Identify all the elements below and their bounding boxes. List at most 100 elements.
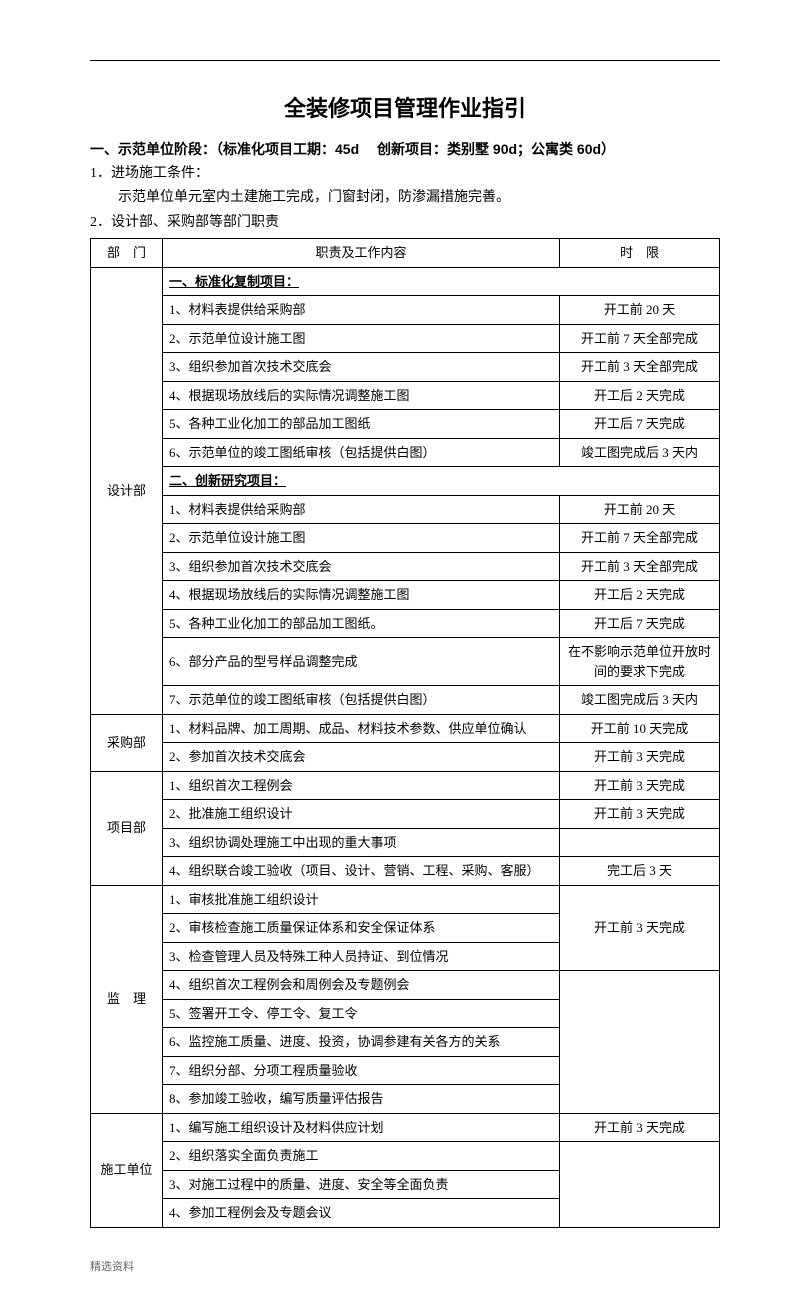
time-cell: 开工前 3 天完成 xyxy=(560,771,720,800)
table-row: 2、组织落实全面负责施工 xyxy=(91,1142,720,1171)
time-cell: 开工后 2 天完成 xyxy=(560,381,720,410)
time-cell: 开工后 7 天完成 xyxy=(560,609,720,638)
page-title: 全装修项目管理作业指引 xyxy=(90,91,720,123)
dept-cell-xiangmu: 项目部 xyxy=(91,771,163,885)
line-1b: 示范单位单元室内土建施工完成，门窗封闭，防渗漏措施完善。 xyxy=(90,187,720,209)
time-cell: 竣工图完成后 3 天内 xyxy=(560,438,720,467)
time-cell: 开工前 3 天全部完成 xyxy=(560,353,720,382)
table-row: 采购部 1、材料品牌、加工周期、成品、材料技术参数、供应单位确认开工前 10 天… xyxy=(91,714,720,743)
time-cell: 开工前 7 天全部完成 xyxy=(560,524,720,553)
table-row: 4、根据现场放线后的实际情况调整施工图开工后 2 天完成 xyxy=(91,581,720,610)
table-row: 二、创新研究项目： xyxy=(91,467,720,496)
table-row: 设计部 一、标准化复制项目： xyxy=(91,267,720,296)
duty-cell: 1、材料表提供给采购部 xyxy=(163,296,560,325)
time-cell: 竣工图完成后 3 天内 xyxy=(560,686,720,715)
time-cell: 开工前 7 天全部完成 xyxy=(560,324,720,353)
time-cell: 开工前 3 天完成 xyxy=(560,800,720,829)
duty-cell: 8、参加竣工验收，编写质量评估报告 xyxy=(163,1085,560,1114)
table-row: 6、部分产品的型号样品调整完成在不影响示范单位开放时间的要求下完成 xyxy=(91,638,720,686)
duty-cell: 4、参加工程例会及专题会议 xyxy=(163,1199,560,1228)
duty-cell: 6、监控施工质量、进度、投资，协调参建有关各方的关系 xyxy=(163,1028,560,1057)
time-cell: 开工前 3 天全部完成 xyxy=(560,552,720,581)
duty-cell: 1、材料品牌、加工周期、成品、材料技术参数、供应单位确认 xyxy=(163,714,560,743)
duty-cell: 2、批准施工组织设计 xyxy=(163,800,560,829)
duty-cell: 1、审核批准施工组织设计 xyxy=(163,885,560,914)
table-row: 7、示范单位的竣工图纸审核（包括提供白图）竣工图完成后 3 天内 xyxy=(91,686,720,715)
table-row: 5、各种工业化加工的部品加工图纸开工后 7 天完成 xyxy=(91,410,720,439)
top-rule xyxy=(90,60,720,61)
duty-cell: 4、根据现场放线后的实际情况调整施工图 xyxy=(163,381,560,410)
table-header-row: 部 门 职责及工作内容 时 限 xyxy=(91,239,720,268)
table-row: 2、示范单位设计施工图开工前 7 天全部完成 xyxy=(91,324,720,353)
time-cell: 开工后 2 天完成 xyxy=(560,581,720,610)
subhead-1: 一、标准化复制项目： xyxy=(163,267,720,296)
time-cell: 开工前 10 天完成 xyxy=(560,714,720,743)
line-1: 1．进场施工条件： xyxy=(90,163,720,185)
duty-cell: 2、示范单位设计施工图 xyxy=(163,324,560,353)
table-row: 5、各种工业化加工的部品加工图纸。开工后 7 天完成 xyxy=(91,609,720,638)
time-cell: 在不影响示范单位开放时间的要求下完成 xyxy=(560,638,720,686)
duty-cell: 6、示范单位的竣工图纸审核（包括提供白图） xyxy=(163,438,560,467)
table-row: 2、参加首次技术交底会开工前 3 天完成 xyxy=(91,743,720,772)
duty-cell: 5、签署开工令、停工令、复工令 xyxy=(163,999,560,1028)
duty-cell: 5、各种工业化加工的部品加工图纸 xyxy=(163,410,560,439)
document-page: 全装修项目管理作业指引 一、示范单位阶段：（标准化项目工期：45d 创新项目：类… xyxy=(0,0,800,1314)
duty-cell: 7、示范单位的竣工图纸审核（包括提供白图） xyxy=(163,686,560,715)
duty-cell: 3、组织参加首次技术交底会 xyxy=(163,353,560,382)
duty-cell: 5、各种工业化加工的部品加工图纸。 xyxy=(163,609,560,638)
duty-cell: 2、组织落实全面负责施工 xyxy=(163,1142,560,1171)
dept-cell-shigong: 施工单位 xyxy=(91,1113,163,1227)
duty-cell: 1、组织首次工程例会 xyxy=(163,771,560,800)
time-cell xyxy=(560,971,720,1114)
duty-cell: 4、组织联合竣工验收（项目、设计、营销、工程、采购、客服） xyxy=(163,857,560,886)
time-cell: 完工后 3 天 xyxy=(560,857,720,886)
time-cell: 开工前 3 天完成 xyxy=(560,743,720,772)
duty-cell: 2、参加首次技术交底会 xyxy=(163,743,560,772)
table-row: 监 理 1、审核批准施工组织设计 开工前 3 天完成 xyxy=(91,885,720,914)
duty-cell: 2、审核检查施工质量保证体系和安全保证体系 xyxy=(163,914,560,943)
time-cell: 开工前 20 天 xyxy=(560,296,720,325)
table-row: 3、组织参加首次技术交底会开工前 3 天全部完成 xyxy=(91,353,720,382)
duty-cell: 7、组织分部、分项工程质量验收 xyxy=(163,1056,560,1085)
th-time: 时 限 xyxy=(560,239,720,268)
th-dept: 部 门 xyxy=(91,239,163,268)
responsibility-table: 部 门 职责及工作内容 时 限 设计部 一、标准化复制项目： 1、材料表提供给采… xyxy=(90,238,720,1228)
table-row: 3、组织协调处理施工中出现的重大事项 xyxy=(91,828,720,857)
duty-cell: 2、示范单位设计施工图 xyxy=(163,524,560,553)
duty-cell: 3、对施工过程中的质量、进度、安全等全面负责 xyxy=(163,1170,560,1199)
subhead-2-text: 二、创新研究项目： xyxy=(169,473,286,488)
dept-cell-caigou: 采购部 xyxy=(91,714,163,771)
dept-cell-jianli: 监 理 xyxy=(91,885,163,1113)
table-row: 4、组织首次工程例会和周例会及专题例会 xyxy=(91,971,720,1000)
table-row: 1、材料表提供给采购部开工前 20 天 xyxy=(91,296,720,325)
section-1-head: 一、示范单位阶段：（标准化项目工期：45d 创新项目：类别墅 90d；公寓类 6… xyxy=(90,139,720,159)
footer-text: 精选资料 xyxy=(90,1258,720,1274)
time-cell: 开工前 3 天完成 xyxy=(560,1113,720,1142)
time-cell: 开工前 20 天 xyxy=(560,495,720,524)
duty-cell: 3、检查管理人员及特殊工种人员持证、到位情况 xyxy=(163,942,560,971)
duty-cell: 4、组织首次工程例会和周例会及专题例会 xyxy=(163,971,560,1000)
duty-cell: 3、组织协调处理施工中出现的重大事项 xyxy=(163,828,560,857)
table-row: 6、示范单位的竣工图纸审核（包括提供白图）竣工图完成后 3 天内 xyxy=(91,438,720,467)
duty-cell: 1、材料表提供给采购部 xyxy=(163,495,560,524)
table-row: 4、组织联合竣工验收（项目、设计、营销、工程、采购、客服）完工后 3 天 xyxy=(91,857,720,886)
line-2: 2．设计部、采购部等部门职责 xyxy=(90,212,720,234)
duty-cell: 4、根据现场放线后的实际情况调整施工图 xyxy=(163,581,560,610)
duty-cell: 1、编写施工组织设计及材料供应计划 xyxy=(163,1113,560,1142)
duty-cell: 3、组织参加首次技术交底会 xyxy=(163,552,560,581)
duty-cell: 6、部分产品的型号样品调整完成 xyxy=(163,638,560,686)
time-cell: 开工前 3 天完成 xyxy=(560,885,720,971)
table-row: 2、示范单位设计施工图开工前 7 天全部完成 xyxy=(91,524,720,553)
table-row: 1、材料表提供给采购部开工前 20 天 xyxy=(91,495,720,524)
time-cell: 开工后 7 天完成 xyxy=(560,410,720,439)
table-row: 2、批准施工组织设计开工前 3 天完成 xyxy=(91,800,720,829)
time-cell xyxy=(560,1142,720,1228)
dept-cell-sheji: 设计部 xyxy=(91,267,163,714)
table-row: 施工单位 1、编写施工组织设计及材料供应计划开工前 3 天完成 xyxy=(91,1113,720,1142)
th-duty: 职责及工作内容 xyxy=(163,239,560,268)
time-cell xyxy=(560,828,720,857)
subhead-1-text: 一、标准化复制项目： xyxy=(169,274,299,289)
table-row: 项目部 1、组织首次工程例会开工前 3 天完成 xyxy=(91,771,720,800)
table-row: 4、根据现场放线后的实际情况调整施工图开工后 2 天完成 xyxy=(91,381,720,410)
table-row: 3、组织参加首次技术交底会开工前 3 天全部完成 xyxy=(91,552,720,581)
